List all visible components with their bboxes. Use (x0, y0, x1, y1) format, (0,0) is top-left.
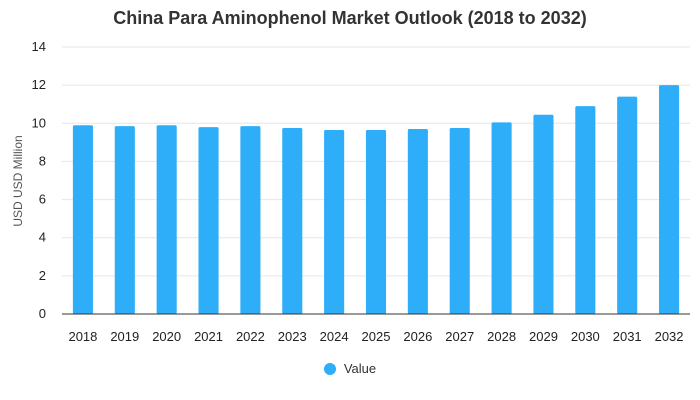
bar-2018[interactable] (72, 125, 93, 314)
x-tick-label: 2021 (194, 329, 223, 344)
bar-2031[interactable] (617, 96, 638, 314)
x-tick-label: 2018 (68, 329, 97, 344)
y-tick-label: 4 (39, 230, 46, 245)
bar-2030[interactable] (575, 106, 596, 314)
bar-2019[interactable] (114, 126, 135, 315)
bar-2032[interactable] (659, 85, 680, 315)
bar-2027[interactable] (449, 128, 470, 314)
bar-2026[interactable] (407, 129, 428, 314)
x-tick-label: 2024 (320, 329, 349, 344)
bar-2021[interactable] (198, 127, 219, 314)
x-tick-label: 2032 (655, 329, 684, 344)
x-tick-label: 2031 (613, 329, 642, 344)
x-tick-label: 2026 (403, 329, 432, 344)
y-tick-label: 8 (39, 153, 46, 168)
x-tick-label: 2025 (362, 329, 391, 344)
bar-2025[interactable] (365, 129, 387, 314)
y-tick-label: 12 (32, 77, 46, 92)
bar-2029[interactable] (533, 114, 554, 314)
bar-2022[interactable] (240, 126, 261, 315)
x-tick-label: 2023 (278, 329, 307, 344)
y-tick-label: 14 (32, 39, 46, 54)
chart-title: China Para Aminophenol Market Outlook (2… (113, 8, 587, 28)
x-tick-label: 2028 (487, 329, 516, 344)
bars (72, 85, 680, 315)
bar-2024[interactable] (324, 129, 345, 314)
y-tick-label: 6 (39, 192, 46, 207)
bar-2028[interactable] (491, 122, 512, 314)
x-tick-label: 2027 (445, 329, 474, 344)
legend-label: Value (343, 361, 377, 376)
x-tick-label: 2022 (236, 329, 265, 344)
bar-2020[interactable] (156, 125, 177, 314)
bar-2023[interactable] (282, 128, 303, 314)
x-tick-label: 2029 (529, 329, 558, 344)
axes: 0 2 4 6 8 10 12 14 2018 2019 2020 2021 2022 2023 2024 2… (32, 39, 690, 344)
y-axis-title: USD USD Million (11, 135, 25, 226)
legend[interactable]: Value (0, 361, 700, 376)
x-tick-label: 2019 (110, 329, 139, 344)
y-tick-label: 10 (32, 115, 46, 130)
y-tick-label: 2 (39, 268, 46, 283)
legend-swatch-icon (323, 362, 336, 375)
x-tick-label: 2030 (571, 329, 600, 344)
y-tick-label: 0 (39, 306, 46, 321)
x-tick-label: 2020 (152, 329, 181, 344)
